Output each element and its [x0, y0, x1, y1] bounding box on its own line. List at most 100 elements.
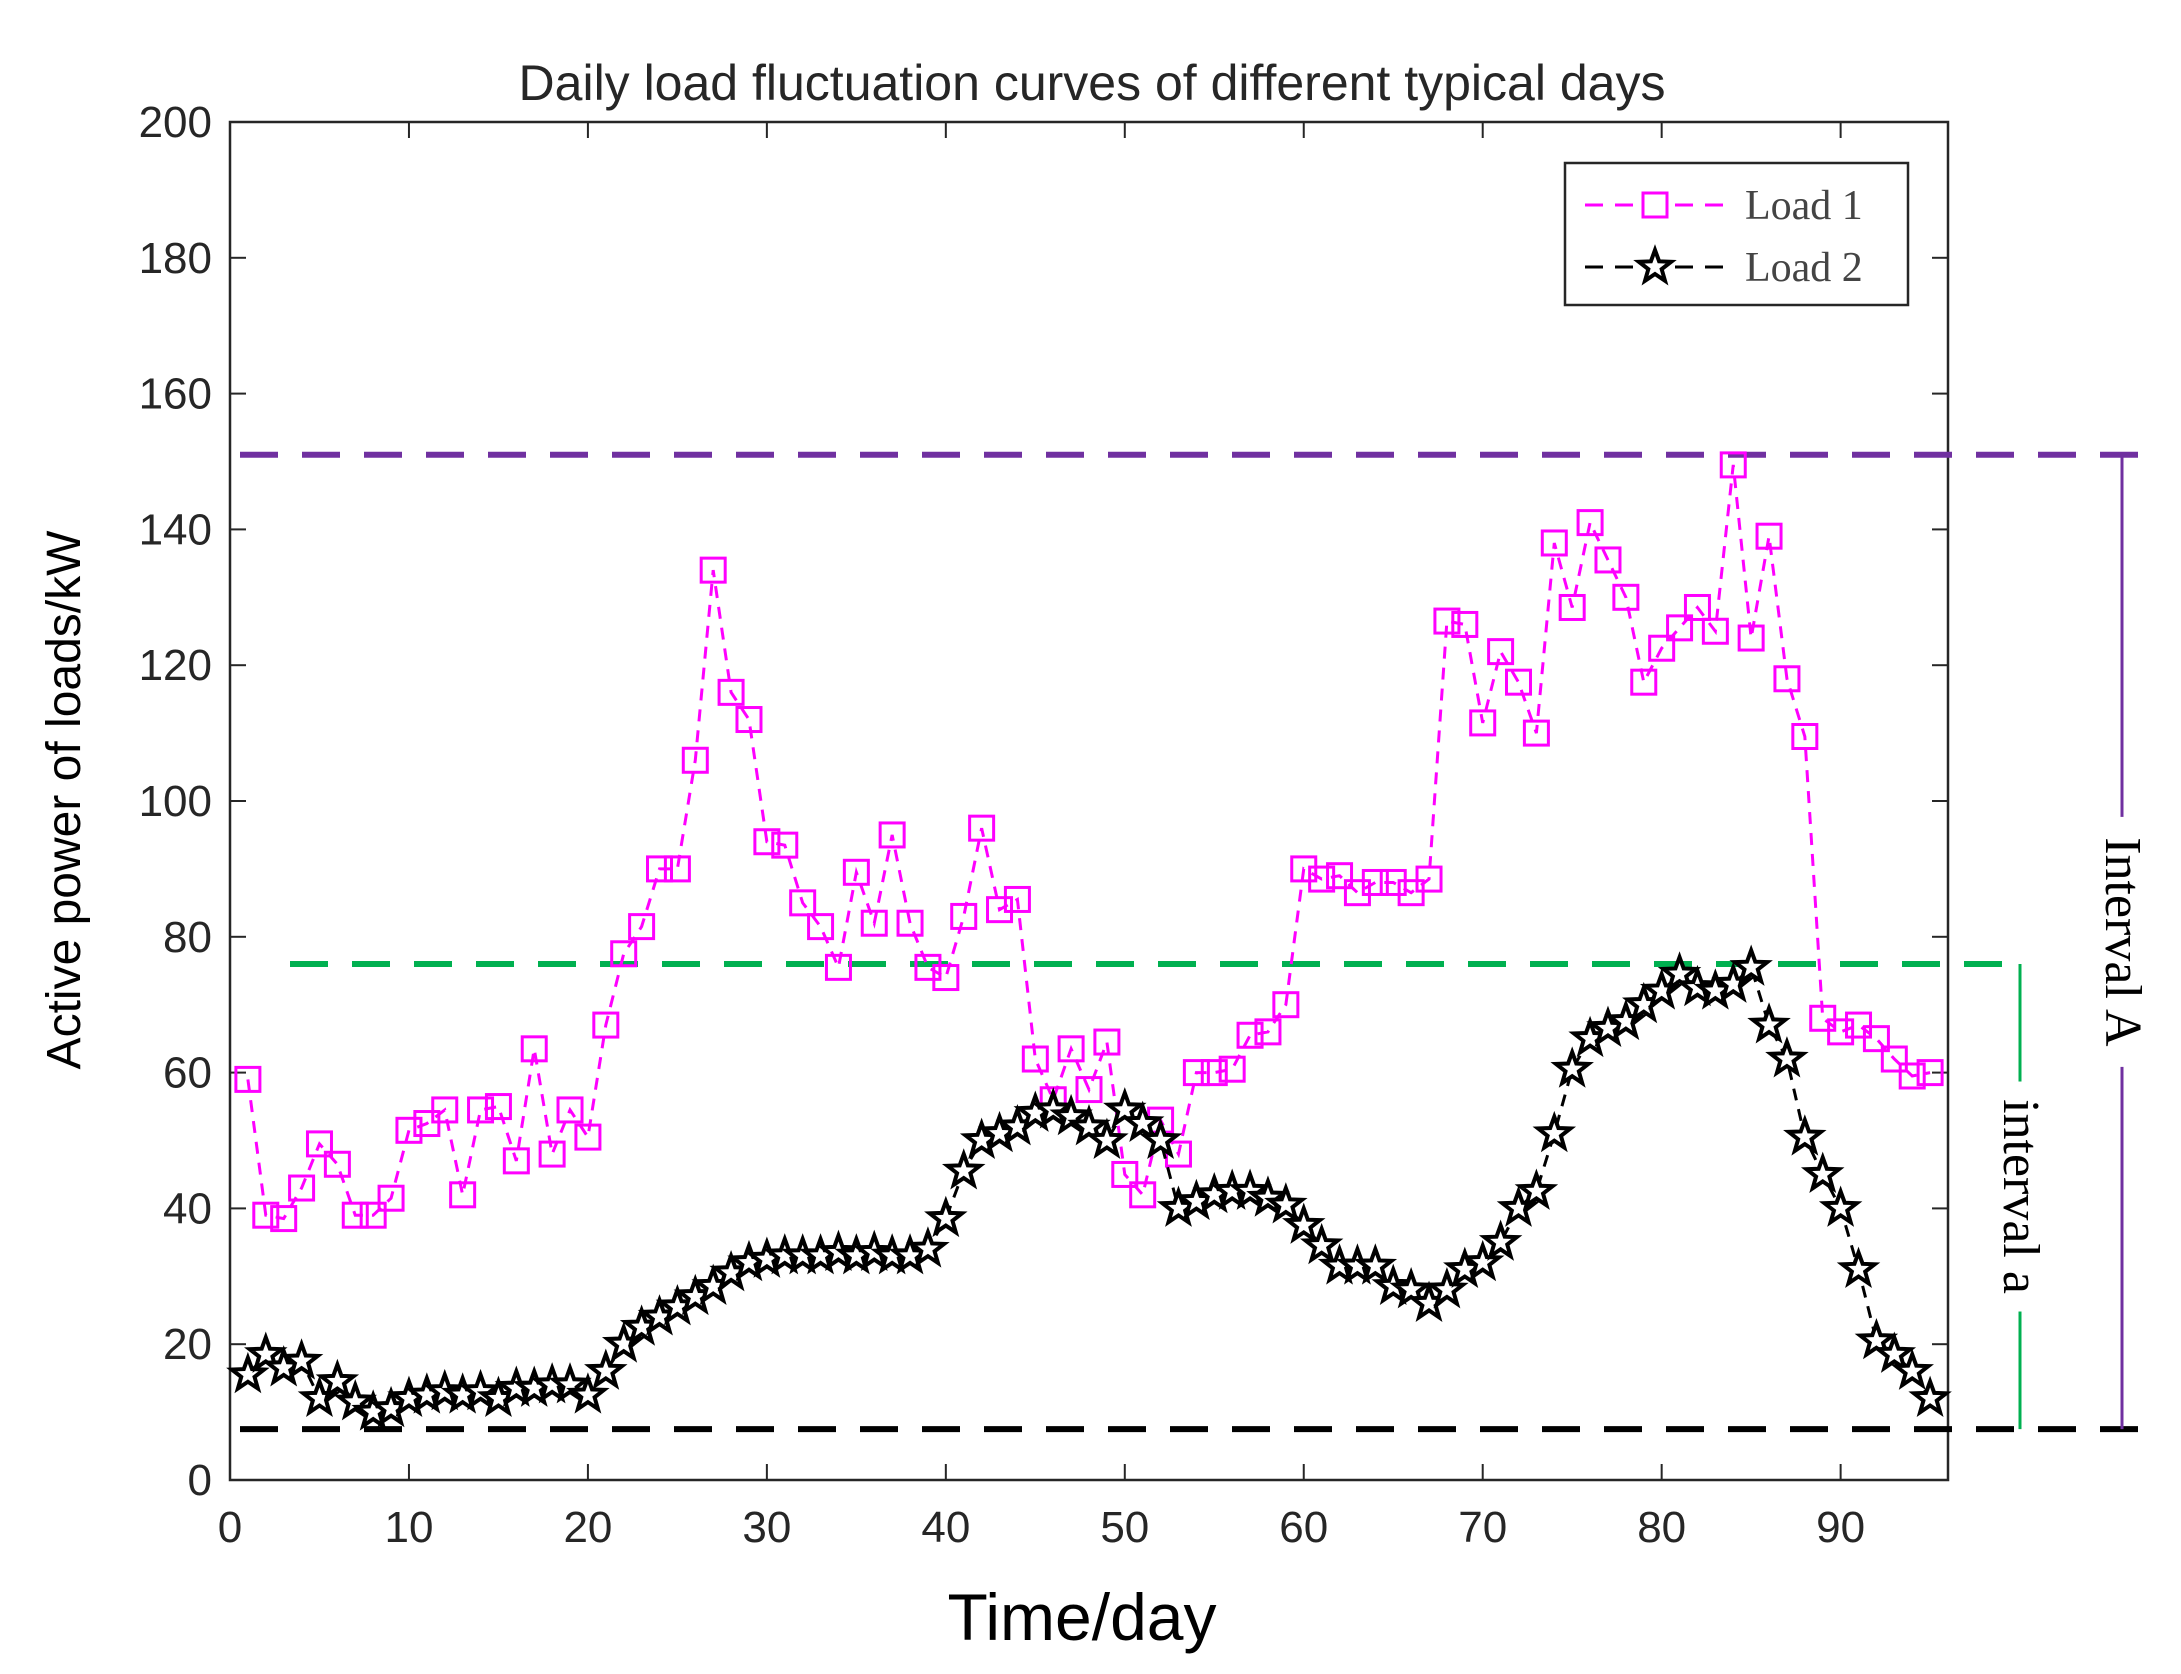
data-point [717, 678, 745, 706]
data-point [1451, 610, 1479, 638]
x-tick-label: 0 [218, 1503, 242, 1552]
data-point [1200, 1059, 1228, 1087]
data-point [735, 706, 763, 734]
data-point [1272, 991, 1300, 1019]
data-point [1487, 638, 1515, 666]
data-point [860, 909, 888, 937]
data-point [1164, 1140, 1192, 1168]
data-point [1478, 1219, 1523, 1261]
data-point [484, 1093, 512, 1121]
data-point [1182, 1059, 1210, 1087]
data-point [1755, 522, 1783, 550]
x-tick-label: 20 [563, 1503, 612, 1552]
chart-title: Daily load fluctuation curves of differe… [519, 55, 1666, 111]
x-axis-label: Time/day [948, 1580, 1217, 1654]
data-point [1326, 862, 1354, 890]
x-tick-label: 40 [921, 1503, 970, 1552]
data-point [824, 953, 852, 981]
x-tick-label: 60 [1279, 1503, 1328, 1552]
data-point [789, 889, 817, 917]
data-point [914, 953, 942, 981]
y-tick-label: 180 [139, 234, 212, 283]
legend: Load 1 Load 2 [1563, 161, 1910, 307]
data-point [1264, 1182, 1308, 1224]
y-tick-label: 120 [139, 641, 212, 690]
data-point [986, 896, 1014, 924]
data-point [1747, 1002, 1791, 1044]
data-point [681, 746, 709, 774]
data-point [1576, 509, 1604, 537]
data-point [548, 1362, 592, 1404]
data-point [842, 858, 870, 886]
data-point [646, 855, 673, 883]
data-point [941, 1148, 986, 1190]
data-point [663, 855, 691, 883]
data-point [556, 1096, 584, 1124]
data-point [1916, 1059, 1944, 1087]
y-tick-label: 160 [139, 370, 212, 419]
data-point [1299, 1222, 1344, 1265]
x-tick-label: 70 [1458, 1503, 1507, 1552]
reference-lines [240, 451, 2160, 1433]
interval-label-bg [1986, 1081, 2054, 1312]
data-point [333, 1379, 378, 1421]
data-point [584, 1348, 628, 1390]
data-point [1872, 1331, 1917, 1373]
data-point [270, 1205, 298, 1233]
data-point [932, 964, 960, 992]
legend-entry: Load 2 [1745, 245, 1863, 291]
data-point [1827, 1018, 1855, 1046]
data-point [341, 1201, 369, 1229]
data-point [538, 1140, 566, 1168]
data-point [449, 1181, 477, 1209]
data-point [413, 1110, 441, 1138]
data-point [1379, 868, 1407, 896]
data-point [807, 913, 835, 941]
data-point [1361, 868, 1389, 896]
y-tick-label: 200 [139, 98, 212, 147]
data-point [1765, 1036, 1809, 1078]
data-point [1701, 617, 1729, 645]
interval-label-bg [2088, 816, 2156, 1067]
data-point [1845, 1011, 1873, 1039]
y-tick-label: 40 [163, 1184, 212, 1233]
data-point [1093, 1028, 1121, 1056]
x-tick-label: 90 [1816, 1503, 1865, 1552]
data-point [502, 1147, 530, 1175]
data-point [1254, 1018, 1282, 1046]
data-point [896, 909, 924, 937]
data-point [1719, 451, 1747, 479]
legend-marker [1633, 244, 1677, 286]
y-tick-labels: 0 20 40 60 80 100 120 140 160 180 200 [139, 98, 212, 1505]
data-point [458, 1368, 503, 1411]
x-tick-label: 80 [1637, 1503, 1686, 1552]
data-point [592, 1011, 620, 1039]
data-point [1880, 1045, 1908, 1073]
data-point [1057, 1035, 1085, 1063]
series-layer [226, 451, 1952, 1431]
data-point [1353, 1243, 1398, 1285]
data-point [628, 913, 656, 941]
data-point [924, 1195, 968, 1238]
series-line [246, 964, 1932, 1414]
data-point [1415, 865, 1443, 893]
legend-entry: Load 1 [1745, 183, 1863, 229]
data-point [1683, 593, 1711, 621]
x-tick-label: 10 [384, 1503, 433, 1552]
interval-label: Interval A [2094, 837, 2151, 1047]
x-tick-label: 30 [742, 1503, 791, 1552]
x-tick-labels: 0 10 20 30 40 50 60 70 80 90 [218, 1503, 1865, 1552]
interval-label: interval a [1992, 1099, 2049, 1294]
data-point [1729, 944, 1773, 986]
data-point [1791, 722, 1819, 750]
data-point [1908, 1375, 1952, 1418]
data-point [878, 821, 906, 849]
data-point [1085, 1117, 1129, 1159]
data-point [566, 1372, 610, 1414]
data-point [968, 814, 996, 842]
data-point [395, 1116, 423, 1144]
y-tick-label: 100 [139, 777, 212, 826]
plot-frame [228, 120, 1950, 1482]
data-point [950, 902, 978, 930]
